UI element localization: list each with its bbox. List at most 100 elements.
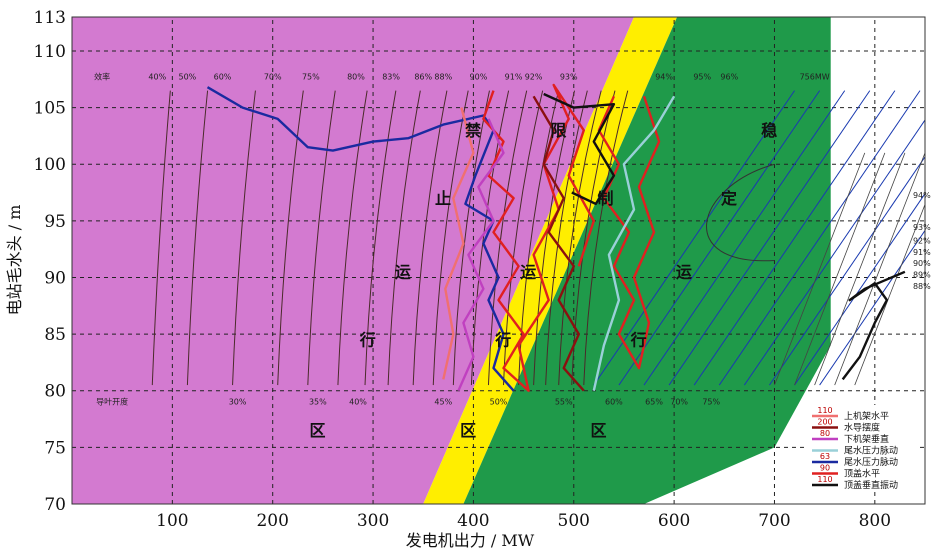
- vibration-series: [206, 83, 906, 392]
- x-axis-title: 发电机出力 / MW: [406, 531, 535, 550]
- zone-label-stable: 区: [591, 421, 607, 440]
- legend-value: 110: [817, 406, 832, 415]
- legend-label: 上机架水平: [844, 410, 889, 422]
- efficiency-contours: [151, 90, 925, 386]
- efficiency-contour: [503, 90, 544, 386]
- efficiency-label: 86%: [414, 72, 432, 81]
- plot-frame: [71, 16, 926, 505]
- x-tick-label: 200: [256, 511, 288, 531]
- efficiency-label-right: 88%: [913, 282, 931, 291]
- efficiency-contour: [186, 90, 209, 386]
- efficiency-contour: [432, 90, 469, 386]
- efficiency-contour-right: [854, 203, 925, 386]
- restricted-zone-area: [423, 17, 678, 504]
- efficiency-contour: [151, 90, 171, 386]
- guide-vane-line: [693, 90, 896, 386]
- efficiency-contour: [232, 90, 256, 386]
- efficiency-label: 94%: [655, 72, 673, 81]
- legend-value: 110: [817, 475, 832, 484]
- guide-vane-line: [743, 119, 925, 386]
- efficiency-contour: [277, 90, 304, 386]
- guide-vane-label: 50%: [490, 397, 508, 406]
- guide-vane-label: 35%: [309, 397, 327, 406]
- guide-vane-label: 30%: [229, 397, 247, 406]
- y-tick-label: 75: [44, 438, 66, 458]
- legend-label: 下机架垂直: [844, 433, 889, 445]
- efficiency-contour: [307, 90, 336, 386]
- efficiency-contour: [364, 90, 397, 386]
- efficiency-label: 70%: [264, 72, 282, 81]
- legend-value: 80: [820, 429, 830, 438]
- zone-label-forbidden: 禁: [465, 121, 481, 140]
- zone-label-stable: 运: [676, 262, 692, 281]
- zone-label-restricted: 行: [494, 330, 511, 349]
- efficiency-label: 88%: [434, 72, 452, 81]
- efficiency-label: 50%: [179, 72, 197, 81]
- efficiency-label-right: 94%: [913, 191, 931, 200]
- y-tick-label: 95: [44, 212, 66, 232]
- efficiency-label-right: 92%: [913, 237, 931, 246]
- series-line: [543, 92, 616, 206]
- efficiency-row-label: 效率: [94, 71, 110, 81]
- efficiency-label: 91%: [505, 72, 523, 81]
- forbidden-zone-area: [72, 17, 634, 504]
- series-line: [841, 270, 906, 381]
- guide-vane-line: [769, 155, 925, 386]
- efficiency-contour: [583, 90, 629, 386]
- efficiency-label: 90%: [470, 72, 488, 81]
- zone-label-stable: 行: [630, 330, 647, 349]
- legend-box: [808, 405, 920, 489]
- y-tick-label: 80: [44, 382, 66, 402]
- guide-vane-label: 75%: [702, 397, 720, 406]
- efficiency-contour-right: [794, 152, 886, 386]
- series-line: [592, 95, 676, 391]
- y-axis-title: 电站毛水头 / m: [5, 205, 24, 316]
- efficiency-contour: [412, 90, 448, 386]
- series-line: [457, 118, 505, 392]
- efficiency-contour: [518, 90, 560, 386]
- guide-vane-label: 40%: [349, 397, 367, 406]
- efficiency-contour: [452, 90, 490, 386]
- guide-vane-line: [718, 90, 921, 386]
- legend-value: 90: [820, 464, 830, 473]
- efficiency-contour: [558, 90, 602, 386]
- y-tick-label: 85: [44, 325, 66, 345]
- series-line: [442, 107, 475, 380]
- legend-label: 尾水压力脉动: [844, 456, 898, 468]
- efficiency-contour: [387, 90, 421, 386]
- efficiency-contour: [337, 90, 368, 386]
- efficiency-contour-right: [814, 152, 906, 386]
- guide-vane-label: 55%: [555, 397, 573, 406]
- zone-label-restricted: 区: [460, 421, 476, 440]
- max-output-label: 756MW: [800, 72, 830, 81]
- efficiency-peak-contour: [706, 163, 775, 262]
- zone-label-restricted: 运: [520, 262, 536, 281]
- guide-vane-label: 60%: [605, 397, 623, 406]
- efficiency-label: 95%: [693, 72, 711, 81]
- efficiency-contour-right: [774, 152, 866, 386]
- guide-vane-line: [643, 90, 846, 386]
- efficiency-label: 80%: [347, 72, 365, 81]
- zone-label-forbidden: 区: [310, 421, 326, 440]
- efficiency-label: 96%: [720, 72, 738, 81]
- guide-vane-line: [794, 192, 925, 386]
- efficiency-contour: [487, 90, 528, 386]
- efficiency-contour: [533, 90, 576, 386]
- legend-value: 200: [817, 418, 832, 427]
- zone-backgrounds: [72, 17, 925, 504]
- x-tick-label: 100: [156, 511, 188, 531]
- efficiency-contour: [545, 90, 588, 386]
- zone-label-forbidden: 行: [359, 330, 376, 349]
- efficiency-label-right: 90%: [913, 259, 931, 268]
- x-tick-label: 600: [658, 511, 690, 531]
- zone-label-forbidden: 运: [395, 262, 411, 281]
- guide-vane-line: [618, 90, 821, 386]
- efficiency-label: 60%: [214, 72, 232, 81]
- y-tick-label: 110: [34, 42, 66, 62]
- guide-vane-label: 65%: [645, 397, 663, 406]
- y-tick-label: 90: [44, 268, 66, 288]
- series-line: [532, 95, 585, 392]
- efficiency-contour-right: [834, 152, 925, 386]
- efficiency-label: 92%: [525, 72, 543, 81]
- efficiency-label: 75%: [302, 72, 320, 81]
